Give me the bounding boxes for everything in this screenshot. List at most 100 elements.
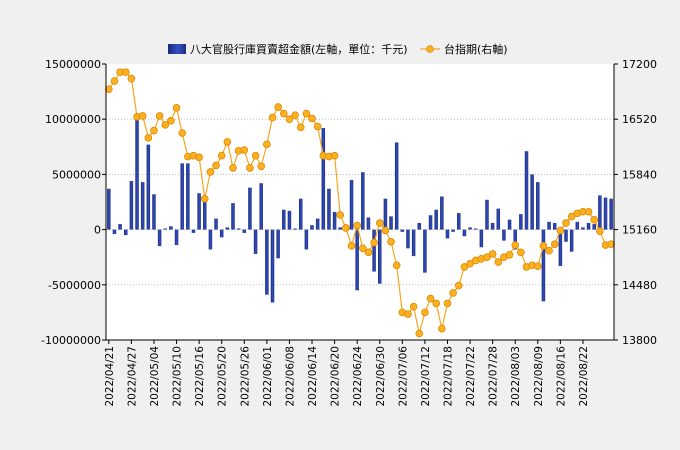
- line-point: [195, 153, 203, 162]
- line-point: [212, 161, 220, 170]
- bar: [541, 229, 546, 302]
- bar: [547, 221, 551, 230]
- line-point: [607, 240, 615, 249]
- line-point: [539, 242, 548, 250]
- line-point: [302, 109, 311, 118]
- bar: [378, 229, 382, 284]
- y-right-tick-label: 17200: [622, 58, 657, 71]
- line-point: [426, 294, 435, 303]
- bar: [338, 227, 342, 230]
- bar: [225, 227, 230, 230]
- bar: [558, 229, 563, 267]
- line-point: [330, 151, 339, 160]
- bar: [270, 229, 275, 303]
- line-point: [206, 168, 215, 176]
- bar: [287, 210, 292, 230]
- bar: [417, 222, 422, 230]
- y-left-tick-label: 5000000: [52, 168, 101, 181]
- line-point: [138, 112, 147, 120]
- bar: [276, 229, 280, 259]
- bar: [282, 209, 286, 230]
- line-point: [353, 221, 361, 230]
- bar: [231, 203, 235, 230]
- bar: [485, 199, 489, 230]
- x-tick-label: 2022/06/08: [284, 346, 296, 407]
- x-tick-label: 2022/04/27: [126, 346, 138, 407]
- legend-bar-swatch: [168, 44, 186, 54]
- axes: -10000000 -5000000 0 5000000 10000000 1500000…: [41, 58, 657, 407]
- bar: [191, 229, 196, 233]
- line-point: [274, 103, 282, 111]
- line-point: [251, 151, 260, 160]
- x-tick-label: 2022/07/06: [397, 346, 409, 407]
- bar: [214, 218, 218, 230]
- bar: [406, 229, 410, 249]
- bar: [496, 208, 501, 230]
- line-point: [285, 115, 294, 123]
- bar: [423, 229, 427, 273]
- x-tick-label: 2022/08/09: [533, 346, 545, 407]
- line-point: [370, 238, 378, 247]
- bar: [552, 222, 557, 230]
- line-point: [313, 122, 322, 131]
- plot-background: [106, 64, 614, 340]
- line-point: [200, 194, 209, 203]
- line-point: [291, 111, 299, 119]
- line-point: [178, 129, 187, 137]
- line-point: [438, 324, 446, 333]
- line-point: [144, 134, 153, 142]
- bar: [389, 216, 393, 230]
- bar: [361, 172, 365, 230]
- line-point: [387, 237, 395, 246]
- bar: [507, 219, 512, 230]
- bar: [569, 229, 574, 252]
- bar: [586, 222, 591, 230]
- line-point: [127, 74, 136, 83]
- bar: [411, 229, 416, 257]
- line-point: [342, 224, 350, 232]
- bar: [502, 229, 506, 241]
- bar: [434, 209, 438, 230]
- y-left-tick-label: -5000000: [48, 279, 101, 292]
- line-point: [415, 329, 424, 338]
- line-point: [556, 226, 565, 235]
- line-point: [432, 299, 441, 308]
- line-point: [392, 261, 401, 270]
- line-point: [449, 289, 457, 297]
- bar: [124, 229, 128, 236]
- bar: [394, 142, 399, 230]
- line-point: [172, 104, 181, 112]
- bar: [293, 228, 297, 230]
- bar: [107, 188, 111, 230]
- line-point: [336, 211, 345, 219]
- x-tick-label: 2022/06/20: [330, 346, 342, 407]
- bar: [129, 181, 134, 230]
- line-point: [263, 140, 271, 149]
- x-tick-label: 2022/05/26: [239, 346, 251, 407]
- line-point: [584, 207, 593, 216]
- line-point: [409, 302, 418, 311]
- y-left-tick-label: 0: [94, 224, 101, 237]
- bar: [310, 225, 314, 230]
- line-point: [567, 212, 576, 221]
- bar: [581, 227, 585, 230]
- line-point: [421, 308, 429, 317]
- line-point: [488, 250, 497, 258]
- x-tick-label: 2022/07/18: [442, 346, 454, 407]
- line-point: [246, 164, 254, 172]
- bar: [457, 213, 461, 230]
- line-point: [545, 246, 553, 255]
- bar: [462, 229, 467, 237]
- bar: [349, 179, 354, 230]
- bar: [112, 229, 117, 235]
- line-point: [562, 219, 570, 227]
- line-point: [105, 85, 113, 93]
- bar: [372, 229, 376, 272]
- legend-line-label: 台指期(右軸): [444, 42, 508, 56]
- line-point: [364, 248, 373, 257]
- plot-area: [106, 64, 614, 340]
- bar: [118, 224, 122, 230]
- bar: [259, 183, 263, 230]
- bar: [146, 144, 151, 230]
- bar: [203, 195, 207, 230]
